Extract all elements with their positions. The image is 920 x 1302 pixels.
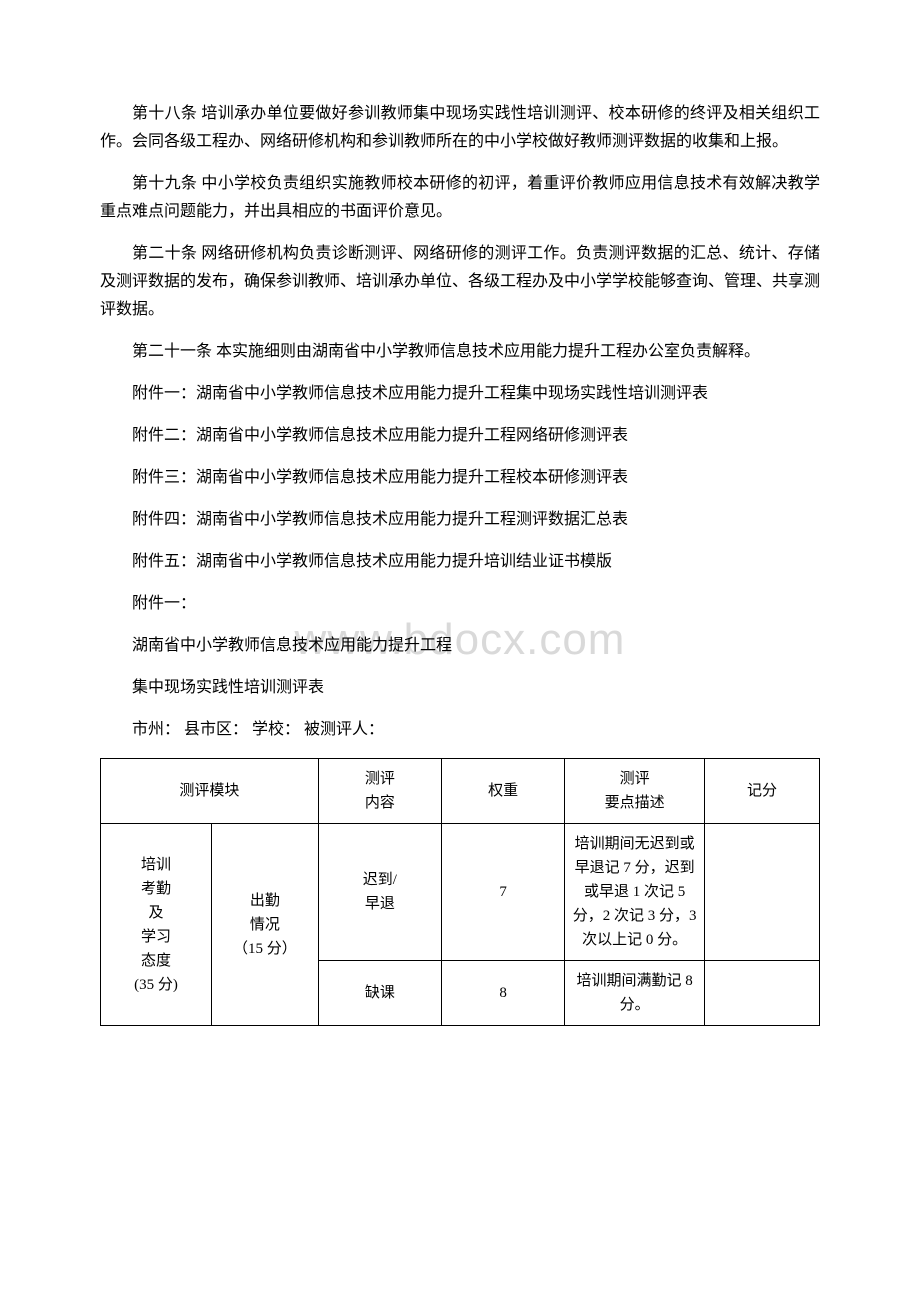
- attachment-1-title: 附件一：湖南省中小学教师信息技术应用能力提升工程集中现场实践性培训测评表: [100, 380, 820, 408]
- th-content-l2: 内容: [325, 791, 435, 815]
- mod-b-l2: 情况: [218, 913, 312, 937]
- form-meta-line: 市州： 县市区： 学校： 被测评人：: [100, 716, 820, 744]
- th-score: 记分: [704, 759, 819, 824]
- evaluation-table: 测评模块 测评 内容 权重 测评 要点描述 记分 培训 考勤 及 学习 态度 (…: [100, 758, 820, 1026]
- table-row: 培训 考勤 及 学习 态度 (35 分) 出勤 情况 （15 分） 迟到/ 早退…: [101, 824, 820, 961]
- mod-a-l6: (35 分): [107, 973, 205, 997]
- th-desc: 测评 要点描述: [565, 759, 705, 824]
- th-desc-l1: 测评: [571, 767, 698, 791]
- attachment-4-title: 附件四：湖南省中小学教师信息技术应用能力提升工程测评数据汇总表: [100, 506, 820, 534]
- article-21: 第二十一条 本实施细则由湖南省中小学教师信息技术应用能力提升工程办公室负责解释。: [100, 338, 820, 366]
- article-20: 第二十条 网络研修机构负责诊断测评、网络研修的测评工作。负责测评数据的汇总、统计…: [100, 240, 820, 324]
- th-content: 测评 内容: [318, 759, 441, 824]
- c1-l2: 早退: [325, 892, 435, 916]
- attachment-3-title: 附件三：湖南省中小学教师信息技术应用能力提升工程校本研修测评表: [100, 464, 820, 492]
- cell-weight-2: 8: [441, 961, 564, 1026]
- cell-desc-2: 培训期间满勤记 8 分。: [565, 961, 705, 1026]
- article-18: 第十八条 培训承办单位要做好参训教师集中现场实践性培训测评、校本研修的终评及相关…: [100, 100, 820, 156]
- attachment-5-title: 附件五：湖南省中小学教师信息技术应用能力提升培训结业证书模版: [100, 548, 820, 576]
- mod-a-l5: 态度: [107, 949, 205, 973]
- cell-module-a: 培训 考勤 及 学习 态度 (35 分): [101, 824, 212, 1026]
- cell-desc-1: 培训期间无迟到或早退记 7 分，迟到或早退 1 次记 5 分，2 次记 3 分，…: [565, 824, 705, 961]
- attachment-1-label: 附件一：: [100, 590, 820, 618]
- form-title: 湖南省中小学教师信息技术应用能力提升工程: [100, 632, 820, 660]
- mod-a-l1: 培训: [107, 853, 205, 877]
- article-19: 第十九条 中小学校负责组织实施教师校本研修的初评，着重评价教师应用信息技术有效解…: [100, 170, 820, 226]
- table-header-row: 测评模块 测评 内容 权重 测评 要点描述 记分: [101, 759, 820, 824]
- th-content-l1: 测评: [325, 767, 435, 791]
- attachment-2-title: 附件二：湖南省中小学教师信息技术应用能力提升工程网络研修测评表: [100, 422, 820, 450]
- mod-a-l4: 学习: [107, 925, 205, 949]
- th-module: 测评模块: [101, 759, 319, 824]
- cell-content-2: 缺课: [318, 961, 441, 1026]
- cell-module-b: 出勤 情况 （15 分）: [211, 824, 318, 1026]
- th-desc-l2: 要点描述: [571, 791, 698, 815]
- mod-a-l3: 及: [107, 901, 205, 925]
- cell-score-1: [704, 824, 819, 961]
- mod-b-l1: 出勤: [218, 889, 312, 913]
- cell-weight-1: 7: [441, 824, 564, 961]
- form-subtitle: 集中现场实践性培训测评表: [100, 674, 820, 702]
- cell-content-1: 迟到/ 早退: [318, 824, 441, 961]
- document-body: 第十八条 培训承办单位要做好参训教师集中现场实践性培训测评、校本研修的终评及相关…: [100, 100, 820, 1026]
- cell-score-2: [704, 961, 819, 1026]
- c1-l1: 迟到/: [325, 868, 435, 892]
- mod-a-l2: 考勤: [107, 877, 205, 901]
- mod-b-l3: （15 分）: [218, 937, 312, 961]
- th-weight: 权重: [441, 759, 564, 824]
